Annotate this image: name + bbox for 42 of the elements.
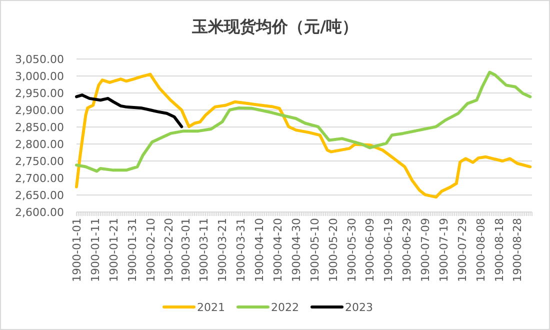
y-tick-label: 2,800.00 [15, 138, 64, 151]
y-tick-label: 2,900.00 [15, 104, 64, 117]
legend-label: 2021 [197, 301, 225, 314]
x-tick-label: 1900-05-30 [345, 218, 358, 282]
x-tick-label: 1900-04-20 [272, 218, 285, 282]
line-series [75, 72, 532, 199]
x-tick-label: 1900-03-21 [216, 218, 230, 282]
chart-title: 玉米现货均价（元/吨） [191, 17, 358, 36]
x-tick-label: 1900-08-28 [511, 218, 524, 282]
y-tick-label: 2,750.00 [15, 155, 64, 168]
y-tick-label: 3,000.00 [15, 70, 64, 83]
x-tick-label: 1900-05-20 [326, 218, 340, 282]
x-tick-label: 1900-07-09 [419, 218, 432, 282]
legend-label: 2022 [271, 301, 299, 314]
x-tick-label: 1900-08-08 [474, 218, 488, 282]
y-tick-label: 2,600.00 [15, 206, 64, 219]
x-tick-label: 1900-04-30 [290, 218, 303, 282]
x-tick-label: 1900-06-19 [382, 218, 396, 282]
x-tick-label: 1900-01-31 [126, 218, 139, 282]
x-tick-label: 1900-01-11 [88, 218, 102, 282]
x-tick-label: 1900-06-29 [400, 218, 414, 282]
x-tick-label: 1900-02-10 [144, 218, 158, 282]
y-tick-label: 2,650.00 [15, 189, 64, 202]
x-tick-label: 1900-06-09 [364, 218, 377, 282]
line-series [75, 70, 532, 173]
y-tick-label: 2,700.00 [15, 172, 64, 185]
x-tick-label: 1900-01-21 [107, 218, 120, 282]
x-tick-label: 1900-07-19 [437, 218, 450, 282]
x-tick-label: 1900-03-11 [198, 218, 211, 282]
line-series [75, 94, 184, 128]
x-tick-label: 1900-03-01 [179, 218, 192, 282]
y-tick-label: 3,050.00 [15, 53, 64, 66]
x-tick-label: 1900-02-20 [162, 218, 176, 282]
x-tick-label: 1900-04-10 [253, 218, 266, 282]
x-tick-label: 1900-08-18 [492, 218, 506, 282]
x-tick-label: 1900-05-10 [308, 218, 322, 282]
y-tick-label: 2,950.00 [15, 87, 64, 100]
x-tick-label: 1900-01-01 [70, 218, 84, 282]
legend-label: 2023 [345, 301, 373, 314]
x-tick-label: 1900-07-29 [456, 218, 469, 282]
x-tick-label: 1900-03-31 [234, 218, 248, 282]
y-tick-label: 2,850.00 [15, 121, 64, 134]
